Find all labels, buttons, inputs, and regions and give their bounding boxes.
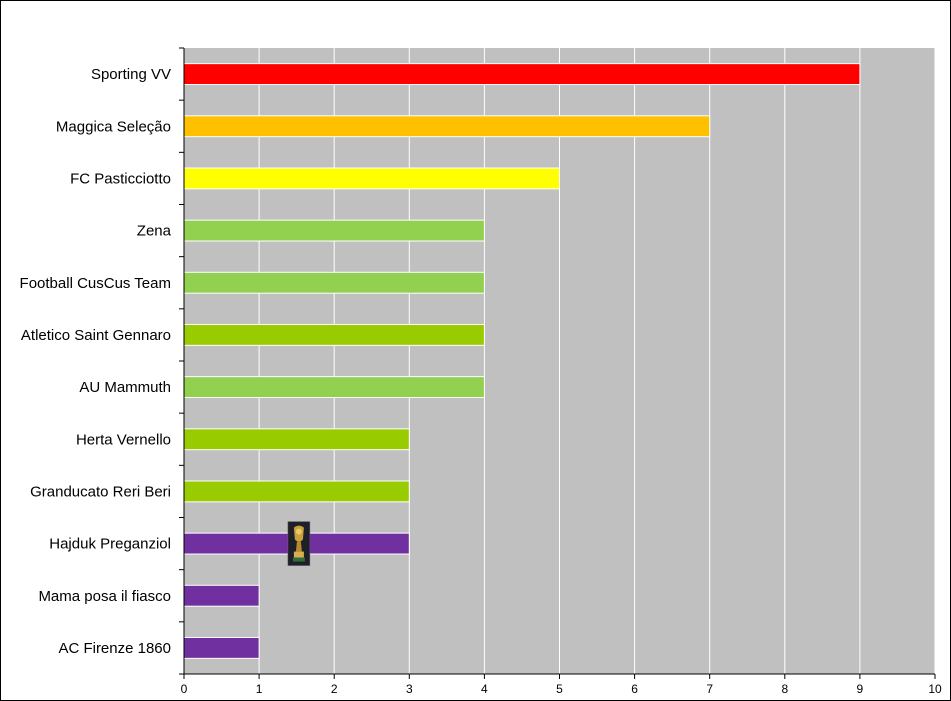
trophy-icon (287, 521, 311, 566)
bar (183, 167, 560, 190)
x-tick-label: 1 (256, 682, 263, 696)
x-tick-label: 4 (481, 682, 488, 696)
bar (183, 219, 485, 242)
category-label: Mama posa il fiasco (38, 588, 171, 605)
x-tick-label: 2 (331, 682, 338, 696)
bar (183, 115, 711, 138)
category-labels: Sporting VV Maggica Seleção FC Pasticciott… (20, 66, 172, 657)
category-label: Granducato Reri Beri (30, 483, 171, 500)
category-label: Maggica Seleção (56, 118, 171, 135)
x-tick-label: 8 (781, 682, 788, 696)
bar (183, 376, 485, 399)
category-label: AU Mammuth (79, 379, 171, 396)
bar (183, 271, 485, 294)
x-tick-label: 6 (631, 682, 638, 696)
category-label: AC Firenze 1860 (58, 640, 171, 657)
category-label: Football CusCus Team (20, 275, 171, 292)
category-label: Atletico Saint Gennaro (21, 327, 171, 344)
bar (183, 428, 410, 451)
x-tick-label: 0 (181, 682, 188, 696)
annotations (287, 521, 311, 566)
category-label: Hajduk Preganziol (49, 536, 171, 553)
x-tick-label: 7 (706, 682, 713, 696)
gridlines (258, 48, 936, 674)
bar (183, 63, 861, 86)
bar (183, 584, 260, 607)
bar (183, 480, 410, 503)
x-tick-labels: 0 1 2 3 4 5 6 7 8 9 10 (181, 682, 942, 696)
category-label: Zena (137, 223, 172, 240)
x-tick-label: 10 (928, 682, 942, 696)
bar (183, 636, 260, 659)
x-tick-label: 3 (406, 682, 413, 696)
bar (183, 323, 485, 346)
category-label: FC Pasticciotto (70, 170, 171, 187)
axes (179, 47, 936, 679)
x-tick-label: 9 (857, 682, 864, 696)
category-label: Herta Vernello (76, 431, 171, 448)
bars (183, 63, 861, 659)
category-label: Sporting VV (91, 66, 171, 83)
x-tick-label: 5 (556, 682, 563, 696)
